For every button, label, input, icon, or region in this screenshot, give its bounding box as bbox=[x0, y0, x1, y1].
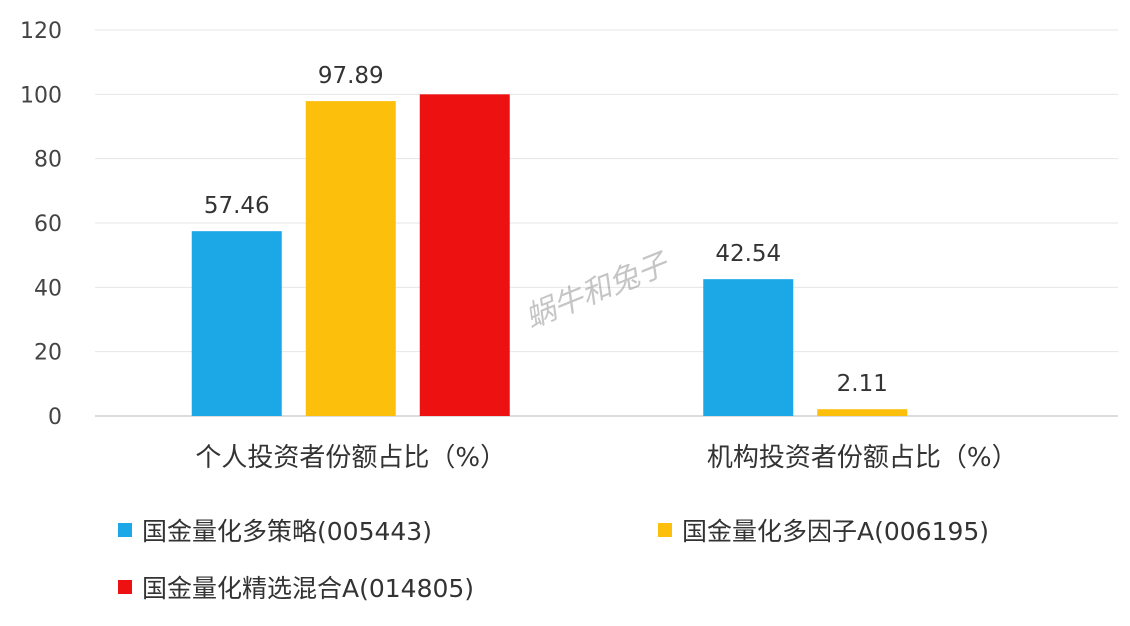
bar bbox=[419, 94, 510, 416]
data-labels: 57.46 97.89 42.54 2.11 bbox=[204, 63, 888, 397]
legend-label: 国金量化精选混合A(014805) bbox=[142, 574, 475, 603]
legend-item: 国金量化多策略(005443) bbox=[118, 512, 432, 548]
y-tick-label: 0 bbox=[48, 405, 62, 430]
y-tick-label: 60 bbox=[34, 212, 62, 237]
y-tick-label: 20 bbox=[34, 341, 62, 366]
y-tick-label: 80 bbox=[34, 148, 62, 173]
data-label: 97.89 bbox=[318, 63, 384, 89]
category-label: 机构投资者份额占比（%） bbox=[707, 443, 1018, 473]
data-label: 2.11 bbox=[837, 371, 888, 397]
bar bbox=[817, 409, 908, 416]
legend-swatch bbox=[658, 523, 672, 537]
legend-item: 国金量化多因子A(006195) bbox=[658, 512, 989, 548]
y-tick-label: 100 bbox=[20, 83, 62, 108]
watermark-text: 蜗牛和兔子 bbox=[520, 246, 674, 335]
data-label: 57.46 bbox=[204, 193, 270, 219]
category-label: 个人投资者份额占比（%） bbox=[195, 443, 506, 473]
legend-swatch bbox=[118, 523, 132, 537]
bar bbox=[191, 231, 282, 416]
category-labels: 个人投资者份额占比（%） 机构投资者份额占比（%） bbox=[195, 443, 1017, 473]
y-tick-label: 40 bbox=[34, 276, 62, 301]
data-label: 42.54 bbox=[715, 241, 781, 267]
legend-item: 国金量化精选混合A(014805) bbox=[118, 569, 474, 605]
bar bbox=[305, 101, 396, 417]
y-axis-ticks: 0 20 40 60 80 100 120 bbox=[20, 19, 62, 430]
legend-label: 国金量化多因子A(006195) bbox=[682, 517, 990, 546]
legend-label: 国金量化多策略(005443) bbox=[142, 517, 432, 546]
bar bbox=[703, 279, 794, 416]
bars bbox=[191, 94, 908, 417]
legend-swatch bbox=[118, 580, 132, 594]
bar-chart: 0 20 40 60 80 100 120 57.46 97.89 42.54 2.11 个人投资… bbox=[20, 19, 1118, 473]
y-tick-label: 120 bbox=[20, 19, 62, 44]
